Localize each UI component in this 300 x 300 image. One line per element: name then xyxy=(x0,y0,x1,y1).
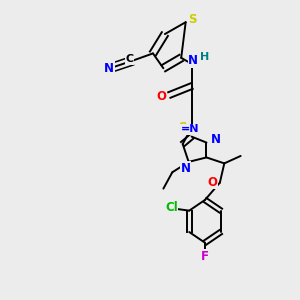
Text: S: S xyxy=(178,121,186,134)
Text: N: N xyxy=(188,54,198,67)
Text: O: O xyxy=(156,90,166,103)
Text: N: N xyxy=(104,62,114,75)
Text: =N: =N xyxy=(181,124,200,134)
Text: N: N xyxy=(181,162,191,175)
Text: F: F xyxy=(201,250,209,262)
Text: H: H xyxy=(200,52,210,62)
Text: S: S xyxy=(188,13,196,26)
Text: O: O xyxy=(207,176,218,189)
Text: C: C xyxy=(125,54,133,64)
Text: Cl: Cl xyxy=(165,201,178,214)
Text: N: N xyxy=(210,133,220,146)
